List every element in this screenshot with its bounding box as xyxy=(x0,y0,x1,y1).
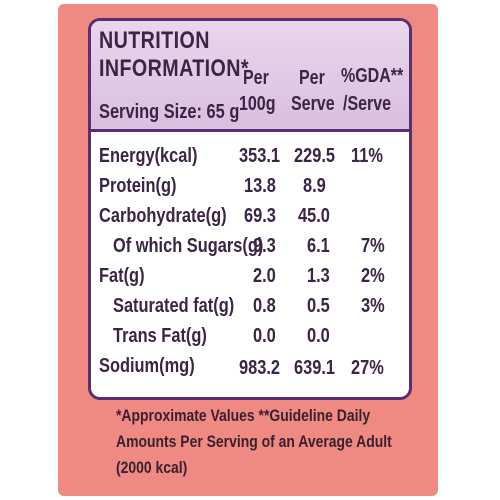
header-divider xyxy=(91,129,409,132)
row-fat-per100g: 2.0 xyxy=(253,265,276,287)
column-header-per-serve-line2: Serve xyxy=(291,93,335,115)
row-sugars-per100g: 9.3 xyxy=(253,235,276,257)
row-sodium-gda: 27% xyxy=(351,357,384,379)
row-carbohydrate-label: Carbohydrate(g) xyxy=(99,205,227,227)
nutrition-title-line2: INFORMATION* xyxy=(99,55,249,82)
nutrition-title-line1: NUTRITION xyxy=(99,27,210,54)
row-fat-label: Fat(g) xyxy=(99,265,145,287)
row-sodium-per100g: 983.2 xyxy=(239,357,281,379)
row-protein-per100g: 13.8 xyxy=(244,175,276,197)
row-energy-gda: 11% xyxy=(351,145,383,167)
column-header-per-100g-line1: Per xyxy=(243,67,269,89)
column-header-gda-line2: /Serve xyxy=(343,93,392,115)
row-saturated-fat-per100g: 0.8 xyxy=(253,295,276,317)
footnote-line-3: (2000 kcal) xyxy=(116,458,188,477)
column-header-gda-line1: %GDA** xyxy=(341,65,404,87)
column-header-per-100g-line2: 100g xyxy=(239,93,276,115)
row-energy-per100g: 353.1 xyxy=(239,145,281,167)
nutrition-panel: NUTRITION INFORMATION* Per 100g Per Serv… xyxy=(88,18,412,400)
column-header-per-serve-line1: Per xyxy=(299,67,325,89)
row-protein-label: Protein(g) xyxy=(99,175,177,197)
footnote-line-1: *Approximate Values **Guideline Daily xyxy=(116,406,371,425)
row-sodium-label: Sodium(mg) xyxy=(99,355,195,377)
row-carbohydrate-perserve: 45.0 xyxy=(298,205,330,227)
row-energy-perserve: 229.5 xyxy=(294,145,336,167)
row-sugars-gda: 7% xyxy=(361,235,385,257)
nutrition-header xyxy=(91,21,409,129)
row-trans-fat-perserve: 0.0 xyxy=(307,325,330,347)
row-fat-gda: 2% xyxy=(361,265,385,287)
row-sugars-label: Of which Sugars(g) xyxy=(113,235,264,257)
row-energy-label: Energy(kcal) xyxy=(99,145,198,167)
row-saturated-fat-perserve: 0.5 xyxy=(307,295,330,317)
row-protein-perserve: 8.9 xyxy=(303,175,326,197)
row-trans-fat-per100g: 0.0 xyxy=(253,325,276,347)
row-trans-fat-label: Trans Fat(g) xyxy=(113,325,207,347)
row-fat-perserve: 1.3 xyxy=(307,265,330,287)
row-saturated-fat-gda: 3% xyxy=(361,295,385,317)
row-carbohydrate-per100g: 69.3 xyxy=(244,205,276,227)
row-saturated-fat-label: Saturated fat(g) xyxy=(113,295,235,317)
footnote-line-2: Amounts Per Serving of an Average Adult xyxy=(116,432,392,451)
row-sodium-perserve: 639.1 xyxy=(294,357,336,379)
row-sugars-perserve: 6.1 xyxy=(307,235,330,257)
serving-size: Serving Size: 65 g xyxy=(99,101,240,123)
